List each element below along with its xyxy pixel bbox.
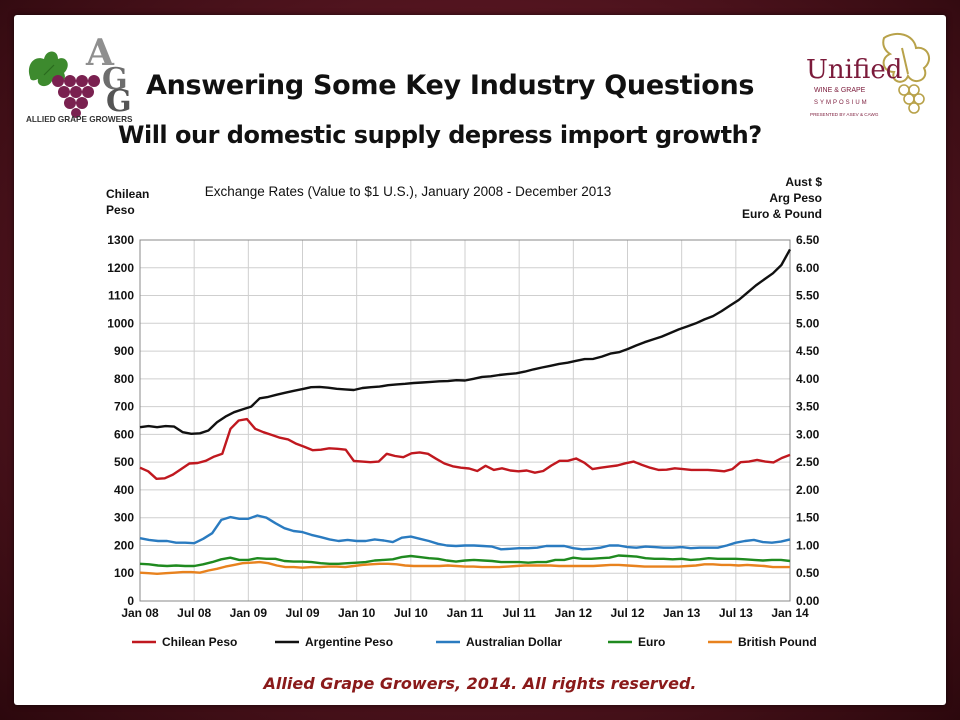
left-tick-label: 400	[114, 483, 134, 497]
left-tick-label: 1200	[107, 261, 134, 275]
right-tick-label: 0.50	[796, 566, 820, 580]
x-tick-label: Jul 10	[394, 606, 428, 620]
legend-label: Australian Dollar	[466, 635, 562, 649]
left-tick-label: 700	[114, 400, 134, 414]
vine-leaf-icon	[882, 32, 931, 83]
right-tick-label: 2.50	[796, 455, 820, 469]
logo-line2: SYMPOSIUM	[814, 100, 869, 106]
left-tick-label: 1000	[107, 316, 134, 330]
x-tick-label: Jul 09	[285, 606, 319, 620]
left-tick-label: 500	[114, 455, 134, 469]
x-tick-label: Jan 12	[555, 606, 593, 620]
left-axis-label-line1: Chilean	[106, 187, 149, 201]
left-tick-label: 300	[114, 511, 134, 525]
right-tick-label: 1.00	[796, 538, 820, 552]
series-line-argentine-peso	[139, 248, 792, 435]
x-tick-label: Jan 13	[663, 606, 701, 620]
logo-line3: PRESENTED BY ASEV & CAWG	[810, 112, 879, 117]
logo-caption: ALLIED GRAPE GROWERS	[26, 115, 133, 123]
series-line-british-pound	[139, 560, 790, 575]
right-tick-label: 3.00	[796, 427, 820, 441]
logo-letter-g1: G	[102, 62, 128, 97]
x-tick-label: Jan 09	[230, 606, 268, 620]
right-axis-label-line1: Aust $	[785, 175, 822, 189]
left-tick-label: 1300	[107, 233, 134, 247]
left-tick-label: 200	[114, 538, 134, 552]
right-tick-label: 6.00	[796, 261, 820, 275]
grape-vine-logo: Unified WINE & GRAPE SYMPOSIUM PRESENTED…	[806, 32, 931, 117]
grid-lines	[139, 239, 791, 602]
grape-outline-icon	[898, 84, 925, 114]
copyright-footer: Allied Grape Growers, 2014. All rights r…	[263, 674, 697, 693]
series-line-chilean-peso	[139, 417, 791, 480]
left-axis-ticks: 0 100 200 300 400 500 600 700 800 900 1000 1100 1200…	[107, 233, 134, 608]
legend-label: Euro	[638, 635, 665, 649]
right-tick-label: 0.00	[796, 594, 820, 608]
x-tick-label: Jul 11	[502, 606, 536, 620]
right-tick-label: 2.00	[796, 483, 820, 497]
left-tick-label: 800	[114, 372, 134, 386]
logo-line1: WINE & GRAPE	[814, 87, 866, 94]
left-tick-label: 900	[114, 344, 134, 358]
right-axis-label-line2: Arg Peso	[769, 191, 822, 205]
right-axis-label-line3: Euro & Pound	[742, 207, 822, 221]
x-tick-label: Jul 13	[719, 606, 753, 620]
slide-panel	[14, 15, 946, 705]
x-axis-ticks: Jan 08 Jul 08 Jan 09 Jul 09 Jan 10 Jul 10 Jan …	[121, 606, 809, 620]
left-tick-label: 100	[114, 566, 134, 580]
right-tick-label: 4.50	[796, 344, 820, 358]
right-tick-label: 5.00	[796, 316, 820, 330]
right-axis-ticks: 0.00 0.50 1.00 1.50 2.00 2.50 3.00 3.50 4.00 4.50…	[796, 233, 820, 608]
right-tick-label: 4.00	[796, 372, 820, 386]
series-lines	[139, 248, 792, 575]
logo-letter-g2: G	[106, 84, 132, 119]
legend-label: Chilean Peso	[162, 635, 237, 649]
left-tick-label: 1100	[108, 289, 134, 303]
left-tick-label: 0	[127, 594, 134, 608]
left-axis-label-line2: Peso	[106, 203, 135, 217]
grape-bunch-icon	[52, 75, 100, 118]
slide-subtitle: Will our domestic supply depress import …	[118, 121, 762, 149]
x-tick-label: Jul 12	[610, 606, 644, 620]
x-tick-label: Jan 08	[121, 606, 159, 620]
right-tick-label: 5.50	[796, 289, 820, 303]
series-line-australian-dollar	[139, 514, 791, 551]
slide-title: Answering Some Key Industry Questions	[146, 70, 755, 101]
series-line-euro	[139, 554, 791, 568]
grape-cluster-logo: A G G ALLIED GRAPE GROWERS	[26, 32, 133, 123]
exchange-rate-chart: Exchange Rates (Value to $1 U.S.), Janua…	[106, 175, 822, 649]
right-tick-label: 6.50	[796, 233, 820, 247]
chart-legend: Chilean Peso Argentine Peso Australian Dol…	[132, 635, 817, 649]
plot-frame	[139, 239, 791, 602]
x-tick-label: Jan 14	[771, 606, 809, 620]
left-tick-label: 600	[114, 427, 134, 441]
x-tick-label: Jul 08	[177, 606, 211, 620]
logo-word: Unified	[806, 55, 902, 85]
right-tick-label: 1.50	[796, 511, 820, 525]
legend-label: British Pound	[738, 635, 817, 649]
logo-letter-a: A	[85, 32, 115, 74]
right-tick-label: 3.50	[796, 400, 820, 414]
legend-label: Argentine Peso	[305, 635, 393, 649]
x-tick-label: Jan 10	[338, 606, 376, 620]
x-tick-label: Jan 11	[447, 606, 484, 620]
chart-title: Exchange Rates (Value to $1 U.S.), Janua…	[205, 184, 611, 199]
